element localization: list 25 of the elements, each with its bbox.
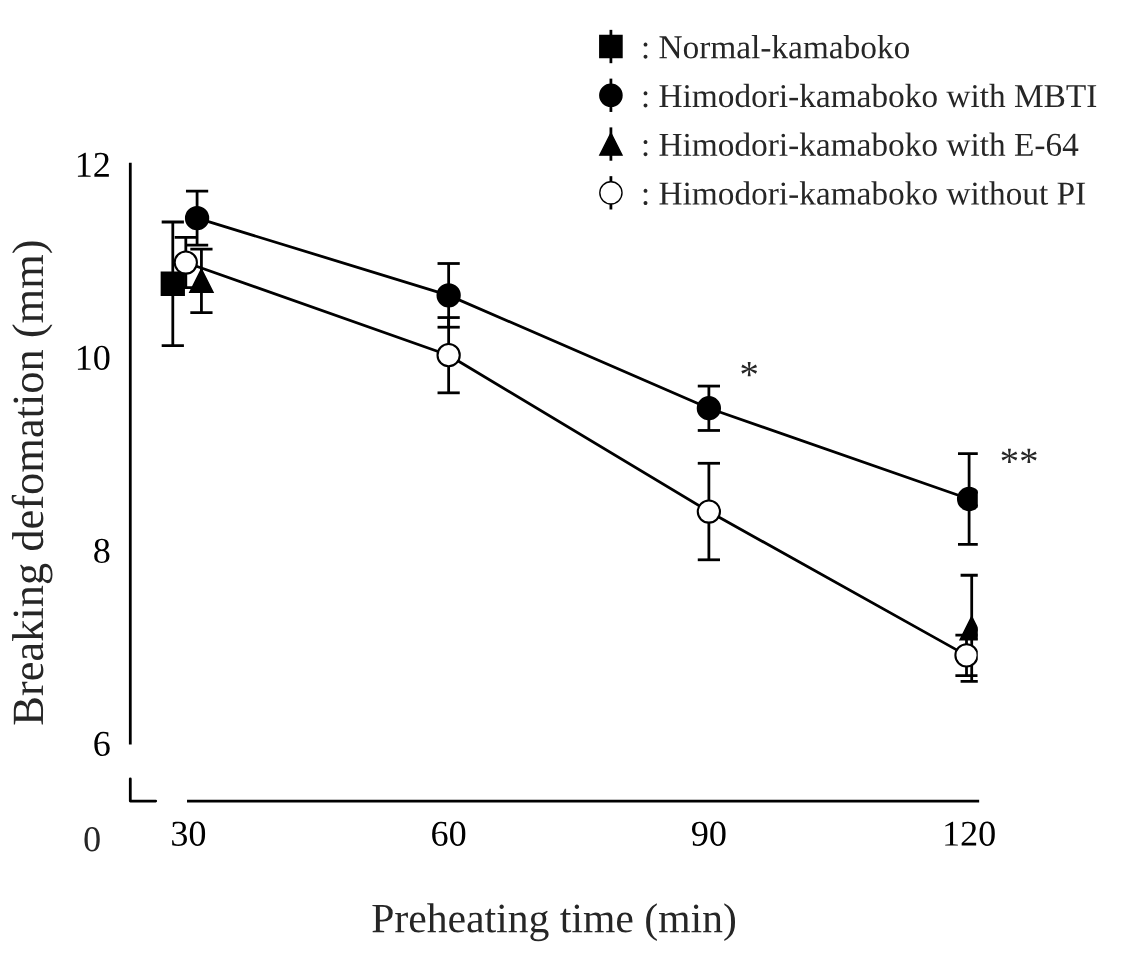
point: [160, 271, 185, 296]
y-tick-label: 6: [94, 731, 110, 757]
point: [173, 250, 198, 275]
x-tick-label: 120: [945, 821, 995, 846]
y-axis-title: Breaking defomation (mm): [11, 241, 53, 725]
x-tick-label: 90: [691, 821, 726, 846]
legend-label: : Himodori-kamaboko with E-64: [643, 132, 1079, 157]
y-tick-label: 10: [77, 345, 110, 371]
point: [184, 205, 210, 231]
x-axis-title: Preheating time (min): [372, 903, 736, 942]
point: [954, 643, 978, 668]
text: 0: [84, 827, 100, 852]
legend-label: : Himodori-kamaboko with MBTI: [643, 83, 1097, 108]
y-tick-label: 8: [94, 538, 110, 564]
legend-label: : Himodori-kamaboko without PI: [643, 181, 1086, 205]
point: [696, 396, 722, 421]
x-tick-label: 60: [432, 821, 466, 846]
x-tick-label: 30: [172, 821, 206, 846]
point: [436, 343, 461, 368]
annotation: **: [1001, 448, 1037, 464]
point: [696, 499, 722, 524]
annotation: *: [741, 361, 758, 377]
point: [436, 283, 461, 308]
legend-label: : Normal-kamaboko: [643, 35, 910, 59]
y-tick-label: 12: [77, 152, 109, 177]
